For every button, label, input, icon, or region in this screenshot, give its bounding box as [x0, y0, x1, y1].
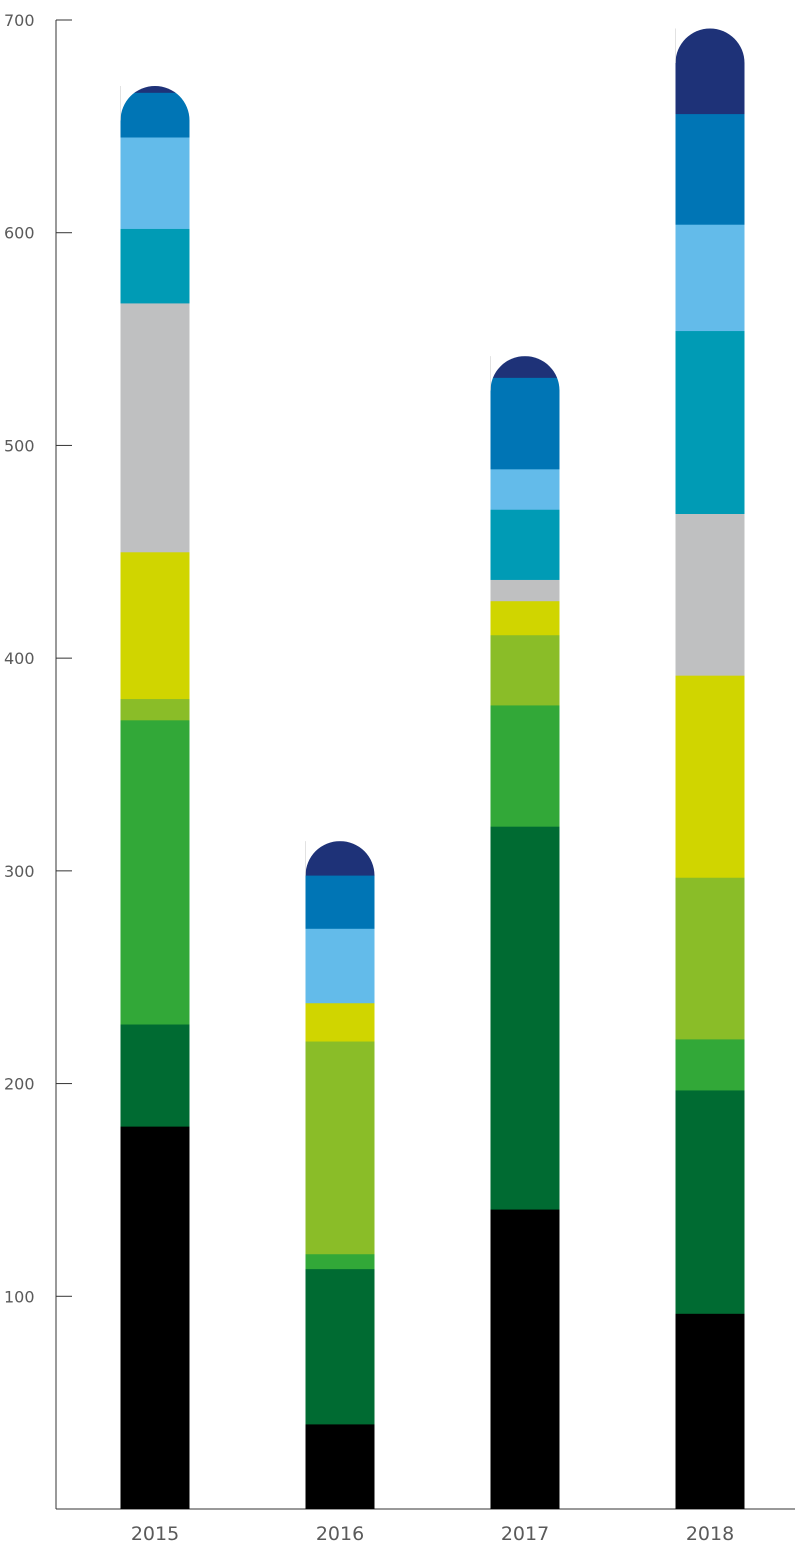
bar-segment	[675, 113, 745, 225]
y-tick-label: 400	[4, 649, 35, 668]
bar-segment	[675, 224, 745, 332]
bar-segment	[120, 1126, 190, 1510]
bar-segment	[490, 704, 560, 827]
bar-segment	[305, 1268, 375, 1425]
bar-segment	[675, 1089, 745, 1314]
bar-segment	[675, 1313, 745, 1510]
bar-segment	[675, 675, 745, 878]
y-tick-label: 200	[4, 1075, 35, 1094]
bar-segment	[305, 875, 375, 929]
bar-segment	[675, 28, 745, 115]
bar-segment	[120, 698, 190, 721]
bar-segment	[675, 1038, 745, 1091]
y-tick-label: 300	[4, 862, 35, 881]
bar-stack-2015	[120, 85, 190, 1510]
bar-segment	[120, 302, 190, 553]
bar-segment	[120, 92, 190, 138]
bar-segment	[490, 468, 560, 510]
bar-segment	[490, 1209, 560, 1509]
x-axis: 2015 2016 2017 2018	[56, 1508, 795, 1545]
bar-segment	[305, 1041, 375, 1255]
bar-segment	[490, 509, 560, 580]
y-tick-label: 100	[4, 1287, 35, 1306]
bar-segment	[490, 377, 560, 470]
bar-segment	[675, 513, 745, 676]
bar-segment	[120, 136, 190, 229]
bar-segment	[120, 719, 190, 1025]
bar-segment	[120, 551, 190, 700]
bar-segment	[675, 330, 745, 514]
bar-stack-2016	[305, 841, 375, 1509]
bar-segment	[120, 228, 190, 304]
x-tick-label: 2018	[686, 1523, 734, 1545]
bar-segment	[305, 1423, 375, 1509]
bar-segment	[490, 579, 560, 602]
x-tick-label: 2016	[316, 1523, 364, 1545]
bar-segment	[490, 600, 560, 636]
bar-segment	[305, 841, 375, 876]
x-tick-label: 2017	[501, 1523, 549, 1545]
bar-segment	[305, 928, 375, 1004]
bar-segment	[305, 1253, 375, 1270]
y-tick-label: 500	[4, 436, 35, 455]
bar-segment	[305, 1002, 375, 1042]
bar-segment	[490, 826, 560, 1210]
bar-stack-2017	[490, 356, 560, 1509]
bar-segment	[120, 85, 190, 93]
bars	[120, 28, 745, 1510]
bar-segment	[120, 1024, 190, 1127]
y-tick-label: 700	[4, 11, 35, 30]
bar-segment	[490, 634, 560, 706]
y-tick-label: 600	[4, 224, 35, 243]
x-tick-label: 2015	[131, 1523, 179, 1545]
bar-segment	[490, 356, 560, 378]
bar-stack-2018	[675, 28, 745, 1510]
bar-segment	[675, 877, 745, 1040]
y-axis: 100 200 300 400 500 600 700	[4, 11, 72, 1509]
